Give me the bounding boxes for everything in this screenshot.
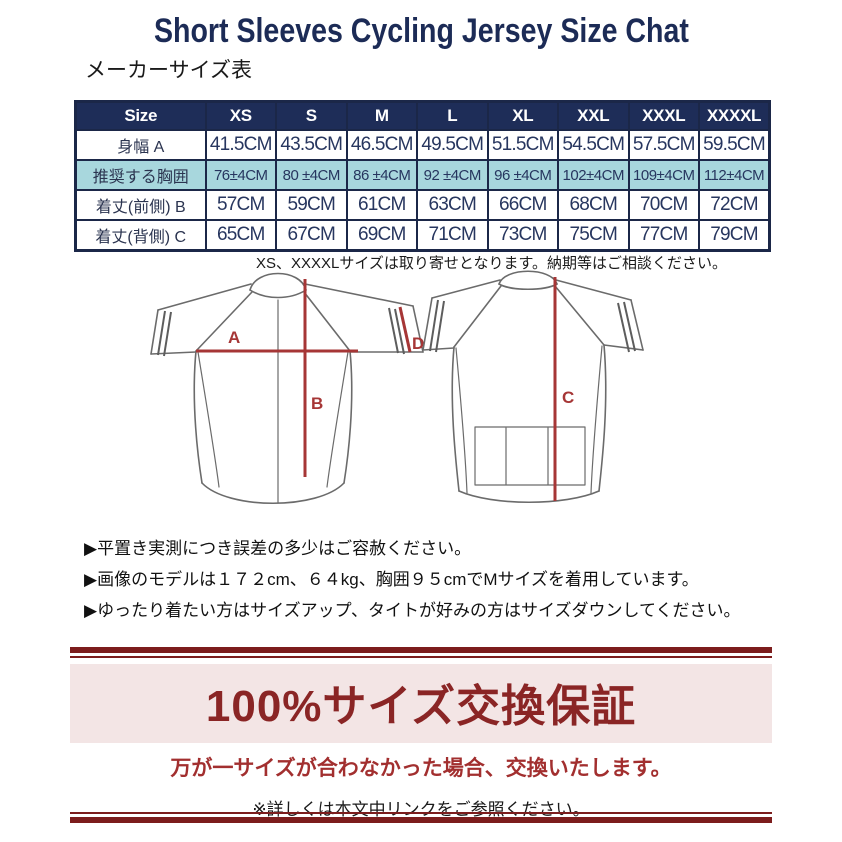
size-value-cell: 92 ±4CM — [416, 159, 489, 191]
guarantee-bottom-thin-rule — [70, 812, 772, 814]
jersey-back-diagram: C — [422, 270, 644, 503]
size-table: Size XS S M L XL XXL XXXL XXXXL 身幅 A 41.5CM 43.5CM… — [74, 100, 771, 252]
size-value-cell: 57.5CM — [627, 129, 700, 161]
size-value-cell: 71CM — [416, 219, 489, 252]
size-column-header: XXL — [557, 100, 630, 131]
measure-line-d — [398, 306, 412, 353]
size-column-header: XXXL — [627, 100, 700, 131]
note-line: ▶ゆったり着たい方はサイズアップ、タイトが好みの方はサイズダウンしてください。 — [84, 601, 741, 620]
guarantee-top-thin-rule — [70, 656, 772, 658]
maker-size-label: メーカーサイズ表 — [85, 59, 252, 82]
size-value-cell: 73CM — [486, 219, 559, 252]
jersey-measurement-diagram: A B D C — [150, 270, 644, 504]
size-value-cell: 63CM — [416, 189, 489, 221]
size-value-cell: 77CM — [627, 219, 700, 252]
measure-label-b: B — [311, 394, 323, 413]
size-value-cell: 49.5CM — [416, 129, 489, 161]
size-value-cell: 57CM — [204, 189, 277, 221]
size-value-cell: 79CM — [698, 219, 771, 252]
size-value-cell: 112±4CM — [698, 159, 771, 191]
size-column-header: S — [275, 100, 348, 131]
size-column-header: XL — [486, 100, 559, 131]
size-row-label: 着丈(前側) B — [74, 189, 207, 221]
page-title: Short Sleeves Cycling Jersey Size Chat — [0, 12, 842, 51]
size-value-cell: 61CM — [345, 189, 418, 221]
notes-list: ▶平置き実測につき誤差の多少はご容赦ください。 ▶画像のモデルは１７２cm、６４k… — [84, 533, 804, 626]
guarantee-subtitle: 万が一サイズが合わなかった場合、交換いたします。 — [170, 757, 672, 780]
note-line: ▶画像のモデルは１７２cm、６４kg、胸囲９５cmでMサイズを着用しています。 — [84, 570, 699, 589]
guarantee-top-thick-rule — [70, 647, 772, 653]
size-table-row: 推奨する胸囲 76±4CM 80 ±4CM 86 ±4CM 92 ±4CM 96 ±4CM… — [74, 159, 771, 191]
size-value-cell: 70CM — [627, 189, 700, 221]
guarantee-box: 100%サイズ交換保証 万が一サイズが合わなかった場合、交換いたします。 ※詳し… — [70, 647, 772, 823]
size-value-cell: 68CM — [557, 189, 630, 221]
size-table-row: 身幅 A 41.5CM 43.5CM 46.5CM 49.5CM 51.5CM 54.5CM… — [74, 129, 771, 161]
size-value-cell: 76±4CM — [204, 159, 277, 191]
size-table-corner-header: Size — [74, 100, 207, 131]
size-table-header-row: Size XS S M L XL XXL XXXL XXXXL — [74, 100, 771, 131]
guarantee-bottom-thick-rule — [70, 817, 772, 823]
size-value-cell: 102±4CM — [557, 159, 630, 191]
jersey-front-diagram: A B D — [150, 272, 424, 504]
size-value-cell: 75CM — [557, 219, 630, 252]
size-value-cell: 66CM — [486, 189, 559, 221]
size-value-cell: 109±4CM — [627, 159, 700, 191]
page-title-text: Short Sleeves Cycling Jersey Size Chat — [153, 12, 689, 50]
size-column-header: XS — [204, 100, 277, 131]
size-row-label: 着丈(背側) C — [74, 219, 207, 252]
size-value-cell: 65CM — [204, 219, 277, 252]
size-value-cell: 80 ±4CM — [275, 159, 348, 191]
size-value-cell: 72CM — [698, 189, 771, 221]
note-line: ▶平置き実測につき誤差の多少はご容赦ください。 — [84, 539, 472, 558]
guarantee-note: ※詳しくは本文中リンクをご参照ください。 — [252, 800, 590, 819]
size-column-header: L — [416, 100, 489, 131]
size-value-cell: 51.5CM — [486, 129, 559, 161]
size-value-cell: 46.5CM — [345, 129, 418, 161]
size-column-header: XXXXL — [698, 100, 771, 131]
size-table-row: 着丈(背側) C 65CM 67CM 69CM 71CM 73CM 75CM 77CM 79CM — [74, 219, 771, 252]
size-value-cell: 41.5CM — [204, 129, 277, 161]
size-value-cell: 67CM — [275, 219, 348, 252]
size-value-cell: 86 ±4CM — [345, 159, 418, 191]
size-column-header: M — [345, 100, 418, 131]
guarantee-title: 100%サイズ交換保証 — [205, 682, 637, 731]
measure-label-c: C — [562, 388, 574, 407]
size-table-row: 着丈(前側) B 57CM 59CM 61CM 63CM 66CM 68CM 70CM 72CM — [74, 189, 771, 221]
size-row-label: 推奨する胸囲 — [74, 159, 207, 191]
size-value-cell: 43.5CM — [275, 129, 348, 161]
size-value-cell: 96 ±4CM — [486, 159, 559, 191]
size-value-cell: 54.5CM — [557, 129, 630, 161]
measure-label-d: D — [412, 334, 424, 353]
guarantee-title-band: 100%サイズ交換保証 — [70, 664, 772, 743]
size-value-cell: 69CM — [345, 219, 418, 252]
measure-label-a: A — [228, 328, 240, 347]
backorder-note: XS、XXXXLサイズは取り寄せとなります。納期等はご相談ください。 — [256, 255, 727, 272]
size-value-cell: 59CM — [275, 189, 348, 221]
size-row-label: 身幅 A — [74, 129, 207, 161]
size-value-cell: 59.5CM — [698, 129, 771, 161]
